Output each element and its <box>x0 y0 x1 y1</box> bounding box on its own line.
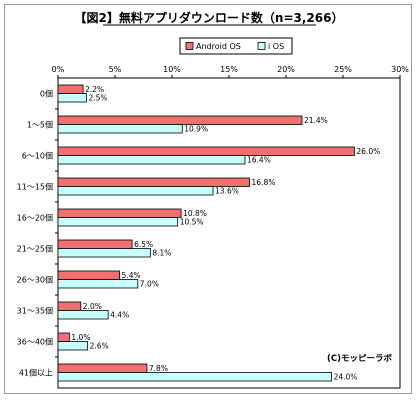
x-tick-label: 25% <box>334 65 352 74</box>
x-tick-label: 5% <box>109 65 122 74</box>
data-label-android: 21.4% <box>304 116 328 125</box>
credit-text: (C)モッピーラボ <box>327 353 393 364</box>
bar-android <box>57 84 84 94</box>
bar-android <box>57 270 120 280</box>
bar-ios <box>57 186 214 196</box>
x-tick-label: 20% <box>277 65 295 74</box>
data-label-android: 2.2% <box>85 85 104 94</box>
data-label-android: 6.5% <box>134 240 153 249</box>
x-tick-label: 10% <box>163 65 181 74</box>
legend-label-0: Android OS <box>196 42 241 51</box>
category-label: 0個 <box>40 89 53 99</box>
data-label-android: 26.0% <box>356 147 380 156</box>
bar-ios <box>57 217 179 227</box>
category-label: 21～25個 <box>17 244 53 254</box>
bar-ios <box>57 124 183 134</box>
bar-ios <box>57 279 139 289</box>
category-label: 41個以上 <box>19 368 53 378</box>
data-label-android: 5.4% <box>122 271 141 280</box>
bar-ios <box>57 248 151 258</box>
bar-ios <box>57 372 333 382</box>
category-label: 16～20個 <box>17 213 53 223</box>
category-label: 11～15個 <box>17 182 53 192</box>
data-label-ios: 10.5% <box>180 218 204 227</box>
data-label-ios: 13.6% <box>215 187 239 196</box>
x-tick-label: 0% <box>52 65 65 74</box>
x-tick-label: 30% <box>391 65 409 74</box>
bar-ios <box>57 341 89 351</box>
legend-swatch-0 <box>185 42 194 50</box>
bar-android <box>57 332 70 342</box>
legend-label-1: i OS <box>268 42 284 51</box>
data-label-ios: 2.6% <box>90 342 109 351</box>
bar-android <box>57 146 355 156</box>
data-label-ios: 8.1% <box>152 249 171 258</box>
chart-title: 【図2】無料アプリダウンロード数（n=3,266） <box>75 10 344 25</box>
bar-android <box>57 363 148 373</box>
data-label-ios: 24.0% <box>334 373 358 382</box>
bar-android <box>57 177 250 187</box>
category-label: 31～35個 <box>17 306 53 316</box>
data-label-android: 1.0% <box>71 333 90 342</box>
category-label: 36～40個 <box>17 337 53 347</box>
bar-ios <box>57 310 109 320</box>
category-label: 1～5個 <box>27 120 53 130</box>
data-label-android: 2.0% <box>83 302 102 311</box>
legend-swatch-1 <box>257 42 266 50</box>
legend <box>179 37 293 55</box>
data-label-ios: 4.4% <box>110 311 129 320</box>
data-label-ios: 16.4% <box>247 156 271 165</box>
chart-frame <box>4 4 412 394</box>
bar-ios <box>57 93 87 103</box>
bar-ios <box>57 155 246 165</box>
bar-android <box>57 208 182 218</box>
bar-android <box>57 239 133 249</box>
data-label-android: 7.8% <box>149 364 168 373</box>
data-label-android: 10.8% <box>183 209 207 218</box>
bar-android <box>57 115 303 125</box>
x-tick-label: 15% <box>220 65 238 74</box>
data-label-ios: 10.9% <box>184 125 208 134</box>
data-label-ios: 7.0% <box>140 280 159 289</box>
category-label: 6～10個 <box>22 151 53 161</box>
data-label-android: 16.8% <box>252 178 276 187</box>
bar-android <box>57 301 82 311</box>
data-label-ios: 2.5% <box>89 94 108 103</box>
category-label: 26～30個 <box>17 275 53 285</box>
